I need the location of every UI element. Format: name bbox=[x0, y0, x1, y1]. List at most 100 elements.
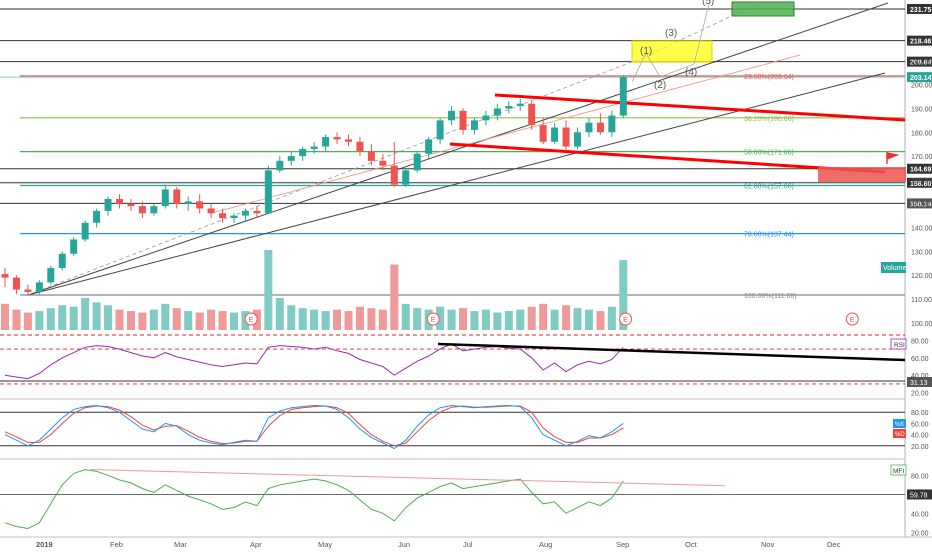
volume-bar bbox=[264, 250, 273, 330]
candle-body bbox=[619, 77, 627, 116]
pane-tick-label: 80.00 bbox=[911, 473, 929, 480]
time-axis[interactable]: 2019 Feb Mar Apr May Jun Jul Aug Sep Oct Nov Dec bbox=[36, 540, 841, 549]
candle-body bbox=[47, 268, 55, 283]
candle-body bbox=[150, 206, 158, 214]
resistance-zone-red[interactable] bbox=[818, 167, 906, 182]
pane-tick-label: 60.00 bbox=[911, 356, 929, 363]
candle-body bbox=[482, 115, 490, 121]
price-tick-label: 170.00 bbox=[911, 154, 932, 161]
volume-bar bbox=[573, 308, 582, 330]
flag-icon[interactable] bbox=[886, 152, 900, 164]
price-tick-label: 100.00 bbox=[911, 321, 932, 328]
earnings-marker[interactable] bbox=[845, 312, 859, 326]
price-level-value: 158.80 bbox=[910, 181, 932, 188]
pane-tick-label: 40.00 bbox=[911, 433, 929, 440]
rsi-tag bbox=[890, 338, 907, 350]
price-tick-label: 200.00 bbox=[911, 83, 932, 90]
mfi-trendline[interactable] bbox=[90, 469, 726, 487]
price-tick-label: 210.00 bbox=[911, 59, 932, 66]
candle-body bbox=[299, 148, 307, 157]
candle-body bbox=[161, 189, 169, 207]
mfi-tag bbox=[890, 464, 907, 476]
time-axis-label: Dec bbox=[827, 540, 841, 549]
candle-body bbox=[562, 127, 570, 147]
candle-body bbox=[356, 141, 364, 152]
channel-upper[interactable] bbox=[494, 93, 906, 122]
time-axis-label: Feb bbox=[110, 540, 123, 549]
volume-bar bbox=[619, 260, 628, 330]
volume-bar bbox=[69, 306, 78, 330]
rsi-divergence-line[interactable] bbox=[437, 342, 906, 362]
mfi-value-tag bbox=[907, 489, 932, 500]
time-axis-label: Sep bbox=[616, 540, 629, 549]
candle-body bbox=[173, 189, 181, 204]
candle-body bbox=[207, 208, 215, 214]
volume-bar bbox=[230, 312, 238, 330]
candle-body bbox=[516, 103, 524, 107]
fib-level-label: 50.00%(171.86) bbox=[744, 150, 794, 157]
earnings-marker[interactable] bbox=[426, 312, 440, 326]
earnings-marker[interactable] bbox=[619, 312, 633, 326]
volume-bar bbox=[12, 309, 21, 330]
time-axis-label: May bbox=[318, 540, 332, 549]
price-tick-label: 160.00 bbox=[911, 178, 932, 185]
candle-body bbox=[184, 201, 192, 204]
earnings-marker-label: E bbox=[431, 317, 436, 324]
stoch-k-line bbox=[4, 404, 624, 450]
trendline-upper[interactable] bbox=[27, 2, 889, 296]
volume-bar bbox=[390, 264, 399, 330]
volume-bar bbox=[275, 298, 284, 330]
volume-bar bbox=[413, 308, 422, 330]
volume-bar bbox=[218, 311, 227, 330]
channel-lower[interactable] bbox=[449, 142, 886, 174]
target-zone-yellow[interactable] bbox=[631, 40, 713, 63]
candle-body bbox=[333, 137, 341, 140]
price-tick-label: 110.00 bbox=[911, 297, 932, 304]
rsi-pane[interactable]: 20.00 40.00 60.00 80.00 RSI 31.13 bbox=[0, 338, 932, 398]
earnings-marker-label: E bbox=[249, 317, 254, 324]
volume-bar bbox=[344, 311, 353, 330]
candle-body bbox=[402, 170, 410, 185]
candle-body bbox=[81, 222, 89, 240]
volume-bar bbox=[58, 305, 67, 330]
price-tick-label: 190.00 bbox=[911, 106, 932, 113]
chart-annotations[interactable]: (1) (2) (3) (4) (5) bbox=[27, 0, 906, 296]
volume-bar bbox=[138, 312, 147, 330]
candle-body bbox=[241, 210, 249, 216]
volume-bar bbox=[504, 311, 513, 330]
trendline-thin-red[interactable] bbox=[210, 54, 801, 214]
candle-body bbox=[459, 110, 467, 130]
price-scale[interactable]: 100.00 110.00 120.00 130.00 140.00 150.00 160.… bbox=[911, 59, 932, 328]
price-tick-label: 130.00 bbox=[911, 249, 932, 256]
target-zone-green[interactable] bbox=[731, 1, 795, 17]
earnings-marker[interactable] bbox=[244, 312, 258, 326]
price-level-tag bbox=[907, 35, 932, 46]
wave-label: (3) bbox=[665, 28, 677, 39]
candle-body bbox=[35, 282, 43, 292]
fibonacci-retracement[interactable]: 23.60%(203.64) 38.20%(186.06) 50.00%(171.8… bbox=[19, 74, 905, 300]
stoch-pane[interactable]: 20.00 40.00 60.00 80.00 %K %D bbox=[0, 404, 929, 451]
pane-tick-label: 40.00 bbox=[911, 373, 929, 380]
time-axis-label: Jun bbox=[398, 540, 410, 549]
volume-bar bbox=[149, 309, 158, 330]
stoch-d-label: %D bbox=[895, 432, 905, 438]
time-axis-label: Mar bbox=[174, 540, 187, 549]
volume-bar bbox=[447, 309, 456, 330]
volume-bar bbox=[607, 306, 616, 330]
fib-level-label: 23.60%(203.64) bbox=[744, 74, 794, 81]
pane-tick-label: 80.00 bbox=[911, 410, 929, 417]
time-axis-label: 2019 bbox=[36, 540, 53, 549]
wave-label: (4) bbox=[685, 67, 697, 78]
candle-body bbox=[345, 139, 352, 142]
price-tick-label: 120.00 bbox=[911, 273, 932, 280]
rsi-value-tag bbox=[907, 377, 932, 387]
volume-bar bbox=[92, 302, 101, 330]
candle-body bbox=[539, 125, 547, 142]
wave-label: (2) bbox=[654, 80, 666, 91]
price-level-value: 218.46 bbox=[910, 39, 932, 46]
volume-bar bbox=[298, 308, 307, 330]
candle-body bbox=[493, 108, 501, 116]
